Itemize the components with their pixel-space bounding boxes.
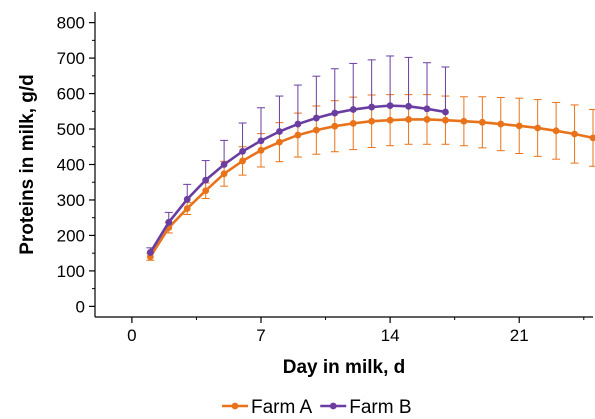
y-tick-label: 800	[57, 14, 85, 33]
data-point	[589, 134, 595, 142]
data-point	[368, 117, 376, 125]
data-point	[405, 116, 412, 123]
data-point	[423, 105, 431, 113]
data-point	[442, 116, 449, 124]
legend-label: Farm A	[251, 397, 313, 418]
data-point	[423, 116, 431, 123]
data-point	[368, 103, 376, 111]
data-point	[405, 102, 412, 110]
y-tick-label: 500	[57, 120, 85, 139]
data-point	[386, 102, 394, 110]
data-point	[257, 146, 265, 154]
data-point	[165, 218, 173, 226]
legend-marker	[329, 402, 337, 410]
x-axis-title: Day in milk, d	[283, 357, 405, 378]
x-tick-label: 21	[510, 326, 529, 345]
legend-item: Farm B	[320, 397, 412, 418]
data-point	[294, 131, 302, 139]
y-tick-label: 200	[57, 226, 85, 245]
data-point	[202, 187, 210, 195]
y-tick-label: 100	[57, 262, 85, 281]
data-point	[183, 205, 191, 212]
legend-label: Farm B	[349, 397, 411, 418]
y-tick-label: 300	[57, 191, 85, 210]
y-axis-title: Proteins in milk, g/d	[17, 74, 38, 255]
data-point	[349, 119, 357, 127]
data-point	[386, 116, 394, 124]
data-point	[534, 124, 542, 132]
data-point	[239, 147, 246, 155]
legend: Farm A Farm B	[222, 397, 412, 418]
x-tick-label: 0	[127, 326, 136, 345]
data-point	[515, 122, 523, 130]
data-point	[312, 114, 320, 122]
data-point	[552, 127, 560, 135]
x-tick-label: 14	[381, 326, 400, 345]
data-point	[312, 126, 320, 134]
data-point	[146, 249, 154, 256]
data-point	[202, 176, 210, 184]
data-point	[331, 122, 339, 130]
data-point	[276, 128, 283, 135]
data-point	[183, 195, 191, 203]
data-point	[497, 120, 505, 128]
data-point	[294, 120, 302, 128]
data-point	[349, 106, 357, 113]
series-farm-b	[146, 55, 450, 256]
legend-item: Farm A	[222, 397, 313, 418]
x-tick-label: 7	[256, 326, 265, 345]
data-point	[442, 108, 449, 116]
data-point	[257, 137, 265, 145]
data-point	[220, 170, 228, 178]
data-point	[331, 109, 339, 117]
series-layer	[146, 55, 595, 261]
series-farm-a	[146, 94, 595, 261]
legend-marker	[231, 402, 239, 410]
data-point	[571, 130, 578, 138]
axes: 0 100 200 300 400 500 600 700 800 0 7 14 21	[57, 12, 593, 345]
y-tick-label: 700	[57, 49, 85, 68]
y-tick-label: 400	[57, 156, 85, 175]
data-point	[478, 118, 486, 126]
y-tick-label: 600	[57, 85, 85, 104]
y-tick-label: 0	[76, 297, 85, 316]
data-point	[220, 161, 228, 168]
data-point	[460, 117, 468, 125]
data-point	[276, 138, 283, 146]
data-point	[239, 157, 246, 165]
